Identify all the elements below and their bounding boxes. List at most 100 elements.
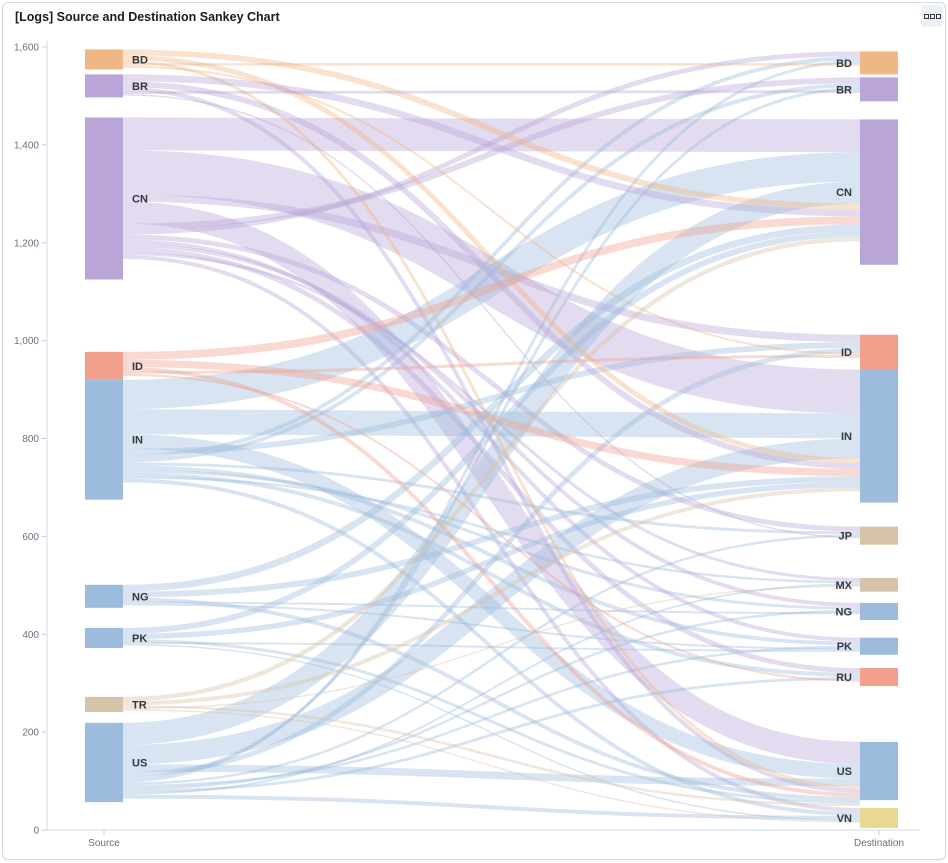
link-TR-VN[interactable] <box>122 709 861 823</box>
link-IN-CN[interactable] <box>122 152 861 410</box>
destination-node-RU[interactable] <box>860 668 898 687</box>
link-BD-US[interactable] <box>122 60 861 789</box>
link-US-BR[interactable] <box>122 87 861 780</box>
link-NG-US[interactable] <box>122 597 861 801</box>
source-node-NG[interactable] <box>85 584 123 608</box>
link-NG-IN[interactable] <box>122 476 861 598</box>
link-CN-JP[interactable] <box>122 234 861 532</box>
link-BR-BR[interactable] <box>122 90 861 94</box>
link-US-BD[interactable] <box>122 60 861 783</box>
link-IN-IN[interactable] <box>122 409 861 439</box>
link-IN-RU[interactable] <box>122 472 861 677</box>
link-PK-VN[interactable] <box>122 644 861 822</box>
link-TR-US[interactable] <box>122 705 861 807</box>
link-ID-IN[interactable] <box>122 359 861 477</box>
link-US-JP[interactable] <box>122 534 861 785</box>
link-CN-BR[interactable] <box>122 77 861 230</box>
destination-node-PK[interactable] <box>860 637 898 655</box>
link-CN-NG[interactable] <box>122 243 861 607</box>
destination-node-CN[interactable] <box>860 119 898 265</box>
destination-node-ID[interactable] <box>860 334 898 370</box>
link-BD-CN[interactable] <box>122 49 861 210</box>
link-IN-BD[interactable] <box>122 56 861 459</box>
link-PK-CN[interactable] <box>122 231 861 634</box>
destination-node-label: US <box>837 766 852 778</box>
link-IN-NG[interactable] <box>122 469 861 610</box>
link-BR-US[interactable] <box>122 87 861 793</box>
destination-node-label: RU <box>836 672 852 684</box>
source-node-label: BR <box>132 81 148 93</box>
link-PK-PK[interactable] <box>122 642 861 652</box>
destination-node-label: PK <box>837 641 852 653</box>
link-US-MX[interactable] <box>122 583 861 795</box>
link-BR-JP[interactable] <box>122 93 861 539</box>
link-IN-US[interactable] <box>122 434 861 779</box>
source-node-label: PK <box>132 633 147 645</box>
link-US-VN[interactable] <box>122 794 861 820</box>
link-IN-VN[interactable] <box>122 478 861 816</box>
link-NG-PK[interactable] <box>122 603 861 650</box>
link-US-IN[interactable] <box>122 438 861 765</box>
link-TR-IN[interactable] <box>122 487 861 706</box>
destination-node-BD[interactable] <box>860 51 898 75</box>
destination-node-IN[interactable] <box>860 369 898 503</box>
link-CN-VN[interactable] <box>122 254 861 812</box>
destination-node-label: BD <box>836 58 852 70</box>
link-ID-RU[interactable] <box>122 373 861 682</box>
link-IN-PK[interactable] <box>122 465 861 646</box>
link-IN-JP[interactable] <box>122 462 861 535</box>
source-node-CN[interactable] <box>85 117 123 280</box>
link-IN-BR[interactable] <box>122 83 861 463</box>
link-TR-MX[interactable] <box>122 585 861 710</box>
link-IN-ID[interactable] <box>122 342 861 455</box>
y-tick-label: 1,200 <box>14 238 39 249</box>
link-US-ID[interactable] <box>122 347 861 777</box>
destination-node-VN[interactable] <box>860 807 898 829</box>
y-tick-label: 0 <box>33 826 39 837</box>
link-CN-US[interactable] <box>122 201 861 764</box>
link-ID-US[interactable] <box>122 367 861 797</box>
link-ID-CN[interactable] <box>122 216 861 360</box>
link-PK-US[interactable] <box>122 639 861 804</box>
source-node-BR[interactable] <box>85 74 123 98</box>
source-node-TR[interactable] <box>85 696 123 713</box>
link-US-CN[interactable] <box>122 181 861 745</box>
destination-node-NG[interactable] <box>860 602 898 621</box>
link-CN-ID[interactable] <box>122 194 861 343</box>
link-NG-NG[interactable] <box>122 601 861 615</box>
source-node-IN[interactable] <box>85 379 123 500</box>
destination-node-BR[interactable] <box>860 77 898 102</box>
link-PK-IN[interactable] <box>122 482 861 640</box>
source-node-US[interactable] <box>85 722 123 803</box>
destination-node-MX[interactable] <box>860 577 898 592</box>
link-BR-IN[interactable] <box>122 81 861 469</box>
destination-node-JP[interactable] <box>860 526 898 545</box>
panel-menu-button[interactable] <box>921 5 943 27</box>
link-CN-CN[interactable] <box>122 117 861 153</box>
link-CN-PK[interactable] <box>122 239 861 642</box>
ellipsis-icon <box>923 13 929 19</box>
link-BD-ID[interactable] <box>122 65 861 355</box>
source-node-PK[interactable] <box>85 627 123 648</box>
link-BD-IN[interactable] <box>122 55 861 463</box>
destination-node-label: BR <box>836 84 852 96</box>
link-US-NG[interactable] <box>122 609 861 790</box>
link-US-US[interactable] <box>122 764 861 786</box>
link-CN-BD[interactable] <box>122 51 861 235</box>
link-TR-CN[interactable] <box>122 236 861 702</box>
source-node-ID[interactable] <box>85 351 123 380</box>
link-BR-CN[interactable] <box>122 74 861 217</box>
link-CN-IN[interactable] <box>122 150 861 414</box>
link-US-RU[interactable] <box>122 676 861 793</box>
link-CN-RU[interactable] <box>122 247 861 673</box>
link-NG-CN[interactable] <box>122 224 861 592</box>
source-node-BD[interactable] <box>85 49 123 70</box>
link-US-PK[interactable] <box>122 645 861 788</box>
link-CN-MX[interactable] <box>122 252 861 581</box>
link-IN-MX[interactable] <box>122 476 861 584</box>
y-tick-label: 600 <box>22 532 39 543</box>
source-node-label: IN <box>132 435 143 447</box>
destination-node-US[interactable] <box>860 741 898 801</box>
link-ID-ID[interactable] <box>122 354 861 374</box>
